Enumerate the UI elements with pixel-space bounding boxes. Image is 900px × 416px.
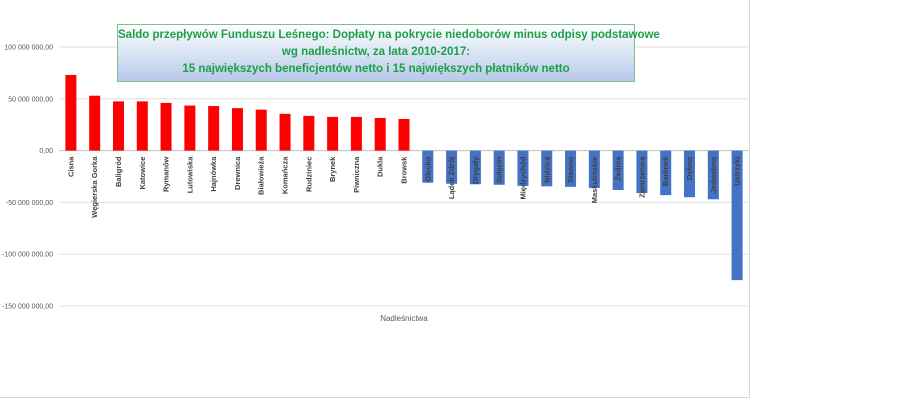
bar [208,106,220,151]
x-tick-label: Hajnówka [209,156,218,192]
bar [160,102,172,151]
x-tick-label: Ustrzyki [733,157,742,186]
x-tick-label: Białowieża [257,156,266,195]
bar [731,150,743,281]
bar [136,101,148,151]
x-tick-label: Żednia [614,156,623,181]
x-tick-label: Dębno [685,156,694,180]
bar [184,105,196,151]
x-tick-label: Olecko [423,156,432,181]
x-tick-label: Katowice [138,157,147,190]
bar [636,150,648,194]
bar [612,150,624,190]
chart-title-line-2: wg nadleśnictw, za lata 2010-2017: [281,46,471,58]
x-tick-label: Międzychód [518,156,527,199]
x-tick-label: Brynek [328,156,337,182]
chart-title-line-1: Saldo przepływów Funduszu Leśnego: Dopła… [118,29,660,41]
bar [255,109,267,151]
bar [541,150,553,187]
bar [446,150,458,184]
bar [588,150,600,188]
y-tick-label: 50 000 000,00 [8,96,53,103]
bar [469,150,481,185]
bar [279,113,291,151]
chart-bottom-border [0,397,750,398]
x-tick-label: Drewnica [233,156,242,190]
bar [517,150,529,186]
x-tick-label: Komańcza [281,156,290,194]
y-tick-label: -150 000 000,00 [2,304,53,311]
x-tick-label: Nidzica [542,156,551,183]
bar [65,74,77,151]
x-tick-label: Baligród [114,156,123,187]
bar [398,119,410,151]
bar [565,150,577,187]
bar [350,116,362,151]
x-tick-label: Piwniczna [352,156,361,193]
y-tick-label: 100 000 000,00 [4,45,53,52]
bar [422,150,434,183]
chart-right-border [749,0,750,398]
chart-title-line-3: 15 największych beneficjentów netto i 15… [182,63,570,75]
x-tick-label: Browsk [400,156,409,184]
bar [684,150,696,198]
bar [374,117,386,151]
x-axis-title: Nadleśnictwa [380,314,428,323]
bars [65,74,743,281]
bar [303,115,315,151]
x-tick-label: Cisna [66,156,75,177]
y-tick-label: -100 000 000,00 [2,252,53,259]
x-tick-label: Zamrzenica [637,156,646,198]
x-tick-label: Sławno [566,156,575,183]
x-tick-label: Węgierska Gorka [90,156,99,218]
x-tick-label: Maskulińskie [590,157,599,204]
x-tick-label: Barlinek [661,156,670,186]
bar [327,116,339,151]
y-tick-label: 0,00 [39,148,53,155]
x-tick-label: Rymanów [162,156,171,192]
x-tick-label: Drygały [471,156,480,184]
x-tick-label: Rudziniec [304,157,313,192]
bar [89,95,101,151]
x-tick-label: Lutowiska [185,156,194,194]
chart-title-box: Saldo przepływów Funduszu Leśnego: Dopła… [117,24,660,82]
y-tick-label: -50 000 000,00 [6,200,53,207]
x-axis-ticks: Cisna Węgierska Gorka Baligród Katowice Ryma… [66,156,741,218]
bar [707,150,719,200]
bar [231,108,243,151]
x-tick-label: Jedwabno [709,156,718,193]
x-tick-label: Lądek Zdrój [447,157,456,200]
x-tick-label: Dukla [376,156,385,177]
x-tick-label: Sulęcin [495,156,504,183]
bar [112,101,124,151]
bar [493,150,505,185]
y-axis-ticks: 100 000 000,00 50 000 000,00 0,00 -50 000 0… [2,45,53,311]
bar [660,150,672,196]
